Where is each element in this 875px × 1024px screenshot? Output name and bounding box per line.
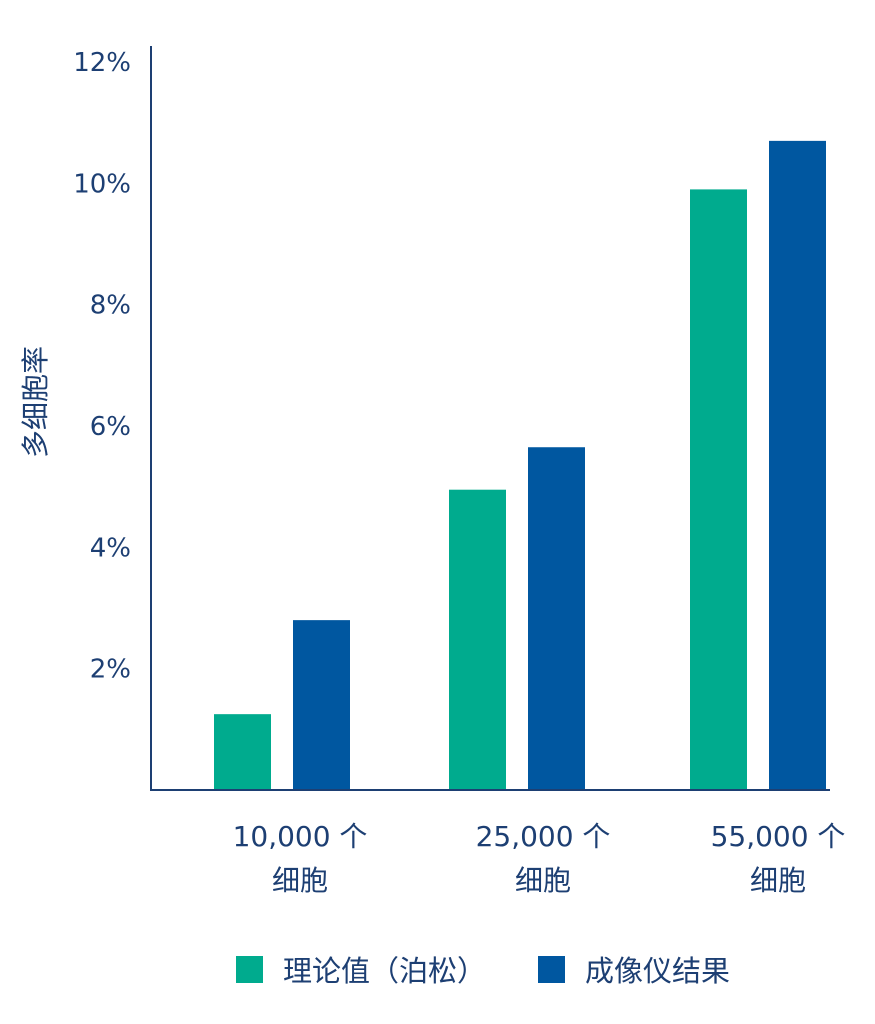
legend-swatch-theoretical xyxy=(236,955,263,983)
x-category-label: 55,000 个 xyxy=(711,820,846,853)
y-axis-ticks: 12% 10% 8% 6% 4% 2% xyxy=(73,48,131,685)
legend-item-imager: 成像仪结果 xyxy=(538,948,730,990)
x-category-label: 细胞 xyxy=(272,864,328,897)
y-tick-label: 10% xyxy=(73,169,131,199)
bar-imager-1 xyxy=(293,620,350,790)
x-category-label: 25,000 个 xyxy=(476,820,611,853)
y-tick-label: 2% xyxy=(90,655,131,685)
legend-label-theoretical: 理论值（泊松） xyxy=(283,954,487,988)
bar-theoretical-2 xyxy=(449,489,506,790)
x-category-label: 10,000 个 xyxy=(233,820,368,853)
y-tick-label: 8% xyxy=(90,291,131,321)
legend-swatch-imager xyxy=(538,955,566,983)
bar-imager-3 xyxy=(769,140,826,790)
legend-item-theoretical: 理论值（泊松） xyxy=(236,948,486,990)
y-axis-title: 多细胞率 xyxy=(19,346,52,458)
bars xyxy=(214,140,826,790)
y-tick-label: 6% xyxy=(90,412,131,442)
bar-theoretical-3 xyxy=(690,189,747,790)
x-category-label: 细胞 xyxy=(750,864,806,897)
x-category-label: 细胞 xyxy=(515,864,571,897)
axes xyxy=(150,46,830,791)
bar-imager-2 xyxy=(528,447,585,790)
y-tick-label: 12% xyxy=(73,48,131,78)
bar-theoretical-1 xyxy=(214,714,271,790)
legend: 理论值（泊松） 成像仪结果 xyxy=(236,948,782,990)
y-tick-label: 4% xyxy=(90,533,131,563)
legend-label-imager: 成像仪结果 xyxy=(585,954,731,988)
y-axis-title-group: 多细胞率 xyxy=(19,346,52,458)
